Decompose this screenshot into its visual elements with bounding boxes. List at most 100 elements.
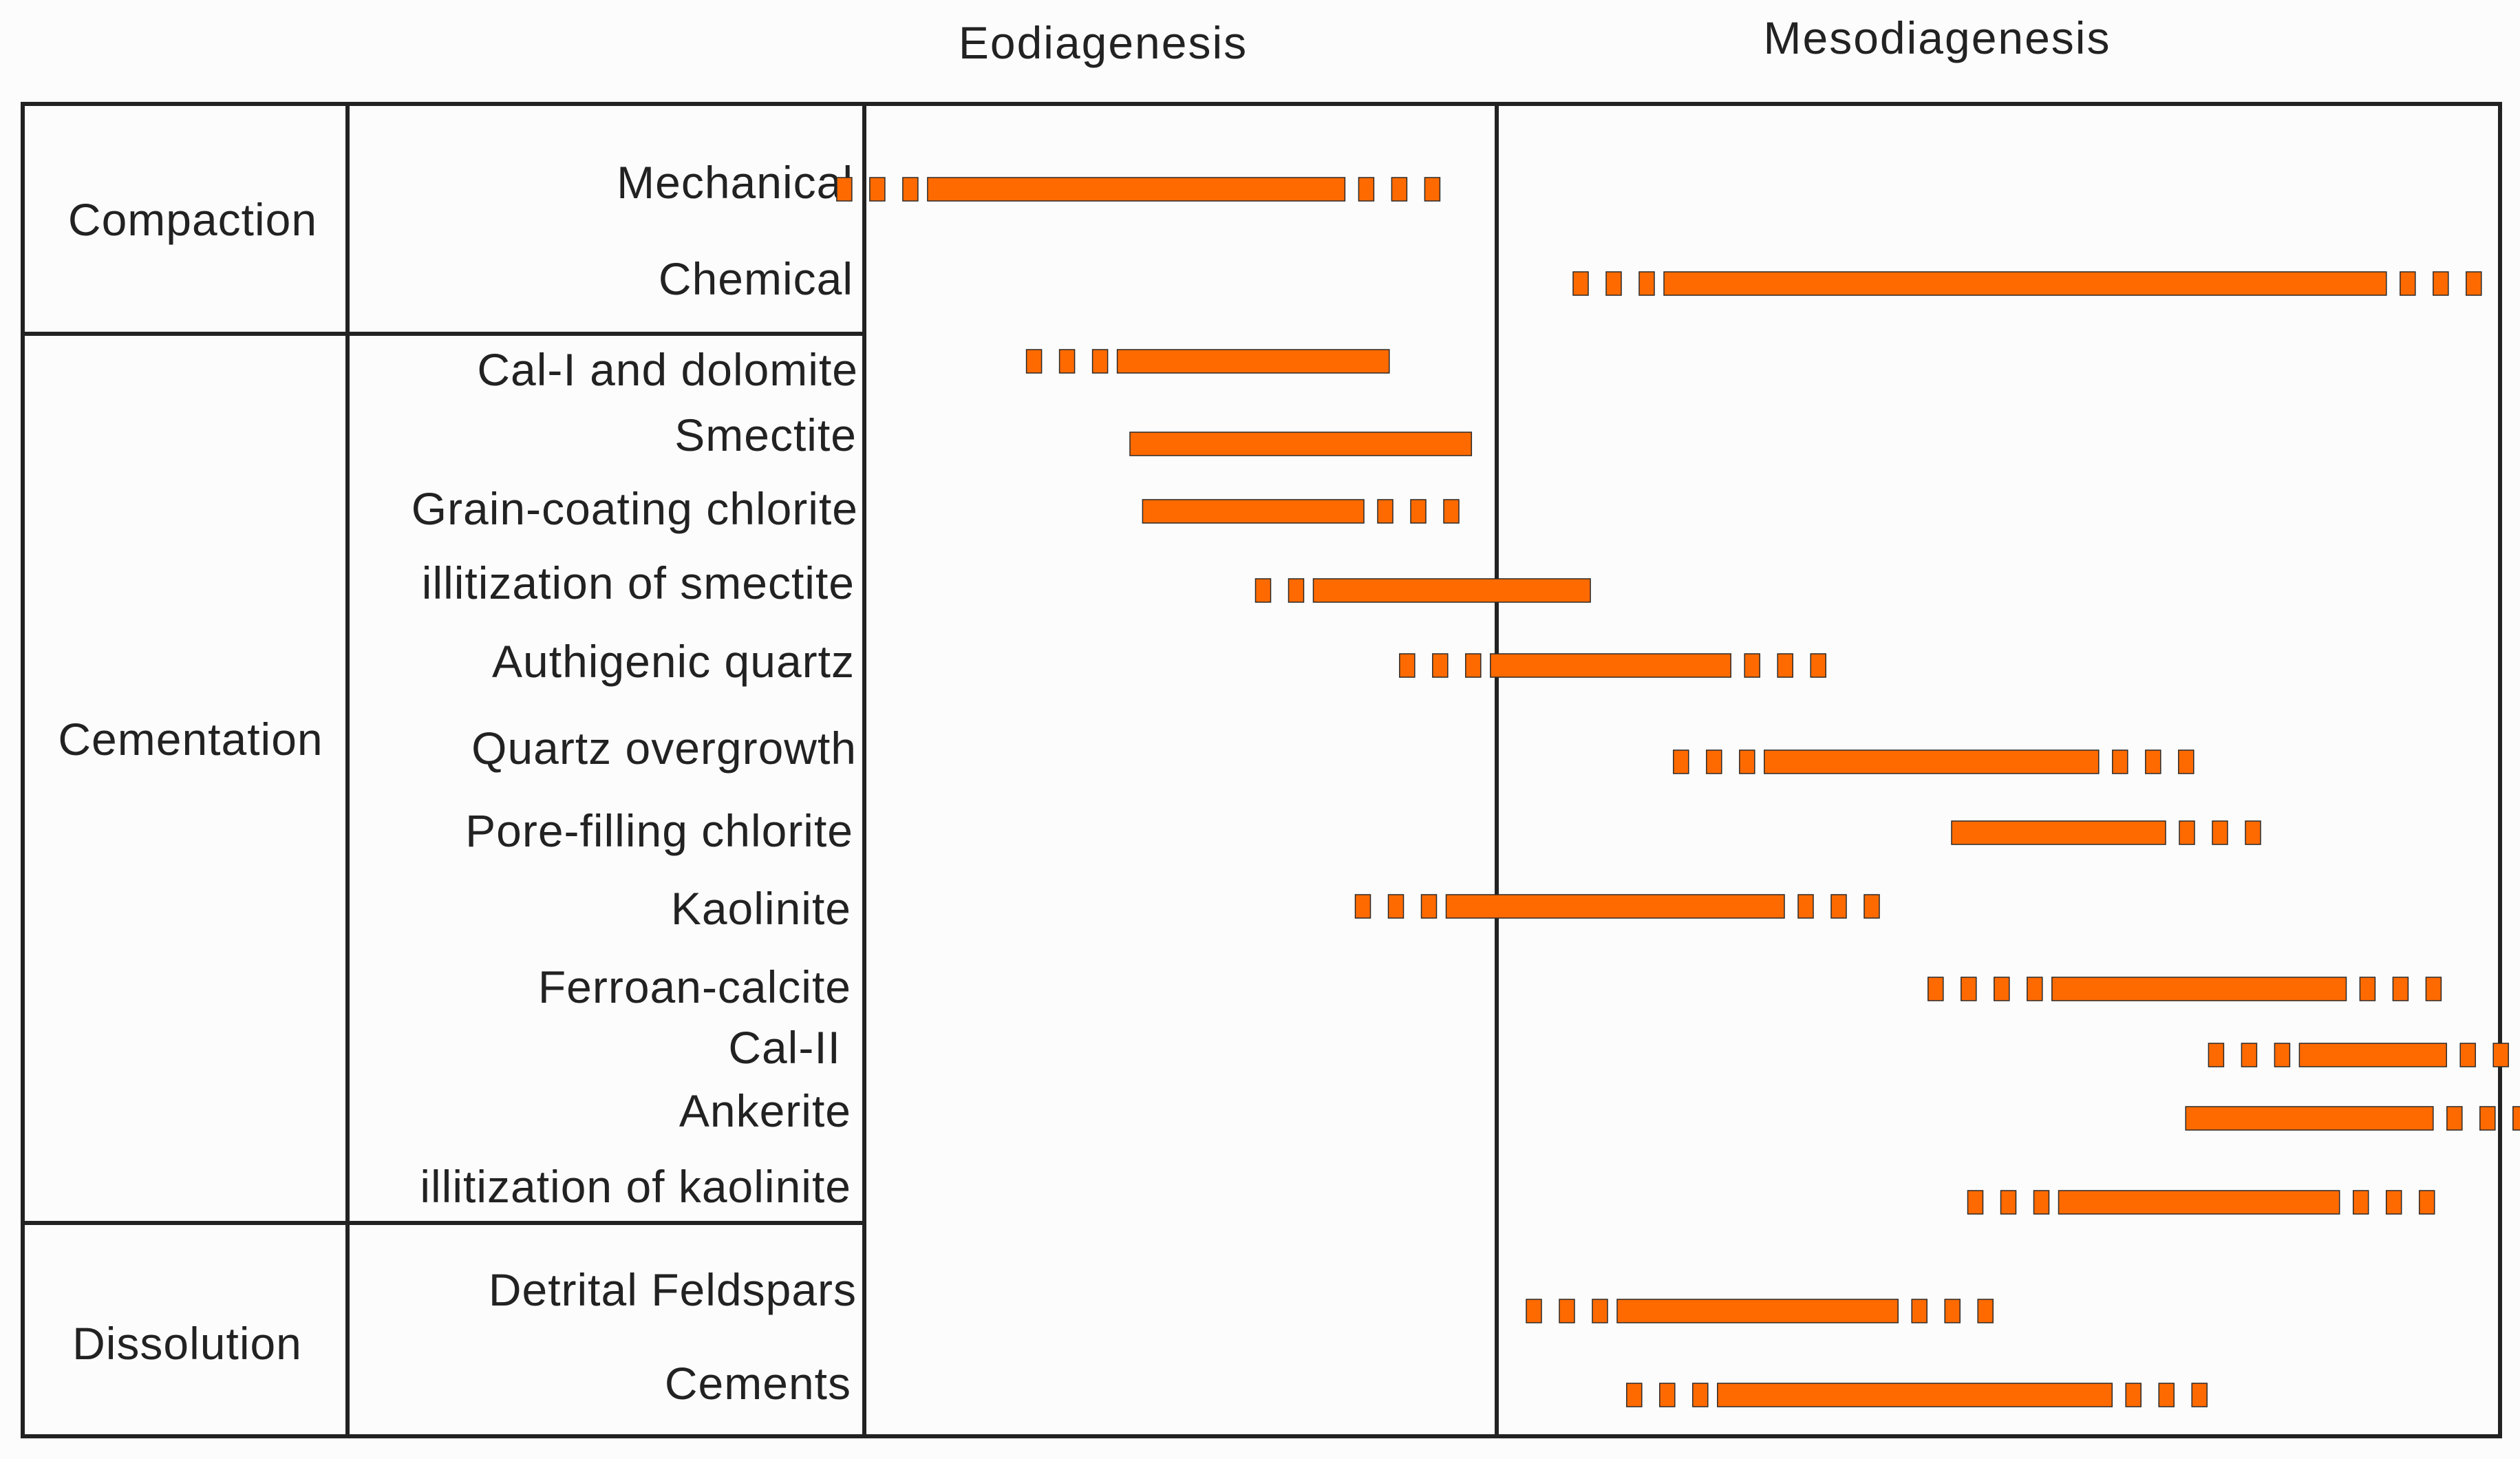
dash-pre-cal-i-and-dolomite bbox=[1025, 349, 1043, 374]
bar-authigenic-quartz bbox=[1490, 653, 1731, 678]
process-label-smectite: Smectite bbox=[674, 409, 857, 460]
bar-cal-ii bbox=[2298, 1043, 2447, 1067]
bar-kaolinite bbox=[1445, 894, 1785, 919]
dash-pre-detrital-feldspars bbox=[1559, 1299, 1575, 1323]
bar-cements bbox=[1717, 1383, 2113, 1407]
dash-post-pore-filling-chlorite bbox=[2245, 820, 2261, 845]
dash-pre-authigenic-quartz bbox=[1465, 653, 1482, 678]
bar-chemical bbox=[1663, 271, 2387, 296]
dash-pre-cements bbox=[1626, 1383, 1643, 1407]
dash-pre-cal-i-and-dolomite bbox=[1091, 349, 1109, 374]
process-label-grain-coating-chlorite: Grain-coating chlorite bbox=[412, 483, 858, 534]
dash-pre-illitization-of-kaolinite bbox=[2033, 1190, 2050, 1215]
bar-illitization-of-smectite bbox=[1312, 578, 1591, 603]
dash-post-mechanical bbox=[1358, 177, 1375, 202]
dash-pre-cal-ii bbox=[2208, 1043, 2225, 1067]
bar-quartz-overgrowth bbox=[1764, 749, 2100, 774]
bar-grain-coating-chlorite bbox=[1142, 499, 1365, 524]
dash-pre-quartz-overgrowth bbox=[1706, 749, 1722, 774]
dash-pre-ferroan-calcite bbox=[2027, 977, 2043, 1001]
process-label-kaolinite: Kaolinite bbox=[671, 883, 851, 934]
dash-pre-ferroan-calcite bbox=[1994, 977, 2010, 1001]
dash-pre-illitization-of-smectite bbox=[1288, 578, 1305, 603]
dash-post-kaolinite bbox=[1797, 894, 1814, 919]
dash-pre-cements bbox=[1692, 1383, 1709, 1407]
dash-pre-cal-i-and-dolomite bbox=[1058, 349, 1076, 374]
dash-post-grain-coating-chlorite bbox=[1377, 499, 1394, 524]
dash-post-cements bbox=[2125, 1383, 2142, 1407]
dash-post-ferroan-calcite bbox=[2425, 977, 2442, 1001]
dash-pre-mechanical bbox=[836, 177, 853, 202]
dash-post-ankerite bbox=[2446, 1106, 2463, 1131]
process-label-mechanical: Mechanical bbox=[617, 157, 853, 208]
group-label-cementation: Cementation bbox=[58, 714, 323, 765]
process-label-illitization-smectite: illitization of smectite bbox=[422, 557, 855, 608]
dash-pre-ferroan-calcite bbox=[1928, 977, 1944, 1001]
dash-post-pore-filling-chlorite bbox=[2179, 820, 2195, 845]
dash-post-chemical bbox=[2400, 271, 2416, 296]
dash-post-cements bbox=[2191, 1383, 2208, 1407]
bar-smectite bbox=[1129, 432, 1473, 456]
dash-post-detrital-feldspars bbox=[1911, 1299, 1928, 1323]
stage-label-mesodiagenesis: Mesodiagenesis bbox=[1764, 12, 2111, 63]
bar-cal-i-and-dolomite bbox=[1116, 349, 1390, 374]
dash-pre-illitization-of-kaolinite bbox=[2000, 1190, 2017, 1215]
dash-pre-kaolinite bbox=[1354, 894, 1371, 919]
dash-pre-chemical bbox=[1605, 271, 1622, 296]
process-label-cal-ii: Cal-II bbox=[728, 1022, 841, 1073]
dash-pre-ferroan-calcite bbox=[1961, 977, 1977, 1001]
dash-pre-authigenic-quartz bbox=[1432, 653, 1449, 678]
group-label-dissolution: Dissolution bbox=[72, 1318, 302, 1369]
dash-pre-illitization-of-smectite bbox=[1254, 578, 1272, 603]
outer-border bbox=[21, 102, 2502, 1438]
bar-ferroan-calcite bbox=[2051, 977, 2347, 1001]
dash-pre-kaolinite bbox=[1420, 894, 1438, 919]
dash-post-kaolinite bbox=[1864, 894, 1880, 919]
bar-pore-filling-chlorite bbox=[1951, 820, 2166, 845]
dash-post-chemical bbox=[2466, 271, 2482, 296]
group-label-compaction: Compaction bbox=[68, 194, 317, 245]
process-label-cal-i-dolomite: Cal-I and dolomite bbox=[477, 344, 858, 395]
process-label-chemical: Chemical bbox=[659, 253, 853, 304]
process-labels: Mechanical Chemical Cal-I and dolomite S… bbox=[412, 157, 858, 1409]
dash-post-ankerite bbox=[2512, 1106, 2520, 1131]
dash-post-ankerite bbox=[2479, 1106, 2496, 1131]
dash-post-quartz-overgrowth bbox=[2178, 749, 2195, 774]
process-label-pore-filling-chlorite: Pore-filling chlorite bbox=[465, 805, 853, 856]
dash-post-authigenic-quartz bbox=[1744, 653, 1760, 678]
dash-post-ferroan-calcite bbox=[2359, 977, 2376, 1001]
dash-post-detrital-feldspars bbox=[1944, 1299, 1961, 1323]
dash-pre-authigenic-quartz bbox=[1399, 653, 1416, 678]
dash-pre-chemical bbox=[1638, 271, 1655, 296]
dash-post-grain-coating-chlorite bbox=[1410, 499, 1427, 524]
dash-pre-illitization-of-kaolinite bbox=[1967, 1190, 1984, 1215]
process-label-illitization-kaolinite: illitization of kaolinite bbox=[420, 1161, 851, 1212]
dash-pre-kaolinite bbox=[1387, 894, 1405, 919]
dash-pre-mechanical bbox=[902, 177, 919, 202]
stage-label-eodiagenesis: Eodiagenesis bbox=[959, 17, 1248, 68]
dash-post-quartz-overgrowth bbox=[2112, 749, 2128, 774]
dash-post-cements bbox=[2158, 1383, 2175, 1407]
dash-post-illitization-of-kaolinite bbox=[2385, 1190, 2402, 1215]
dash-post-mechanical bbox=[1424, 177, 1441, 202]
dash-post-pore-filling-chlorite bbox=[2212, 820, 2228, 845]
dash-pre-cal-ii bbox=[2241, 1043, 2258, 1067]
dash-pre-chemical bbox=[1572, 271, 1589, 296]
dash-pre-quartz-overgrowth bbox=[1673, 749, 1689, 774]
dash-post-cal-ii bbox=[2459, 1043, 2476, 1067]
dash-pre-detrital-feldspars bbox=[1592, 1299, 1608, 1323]
process-label-ferroan-calcite: Ferroan-calcite bbox=[538, 961, 851, 1012]
dash-post-grain-coating-chlorite bbox=[1443, 499, 1460, 524]
dash-pre-detrital-feldspars bbox=[1526, 1299, 1542, 1323]
dash-post-cal-ii bbox=[2492, 1043, 2509, 1067]
process-bars bbox=[836, 177, 2520, 1407]
process-label-quartz-overgrowth: Quartz overgrowth bbox=[471, 723, 857, 774]
process-label-detrital-feldspars: Detrital Feldspars bbox=[489, 1264, 857, 1315]
dash-pre-mechanical bbox=[869, 177, 886, 202]
dash-post-authigenic-quartz bbox=[1777, 653, 1793, 678]
dash-post-illitization-of-kaolinite bbox=[2352, 1190, 2369, 1215]
bar-detrital-feldspars bbox=[1616, 1299, 1899, 1323]
process-label-authigenic-quartz: Authigenic quartz bbox=[492, 636, 855, 687]
dash-post-authigenic-quartz bbox=[1810, 653, 1826, 678]
